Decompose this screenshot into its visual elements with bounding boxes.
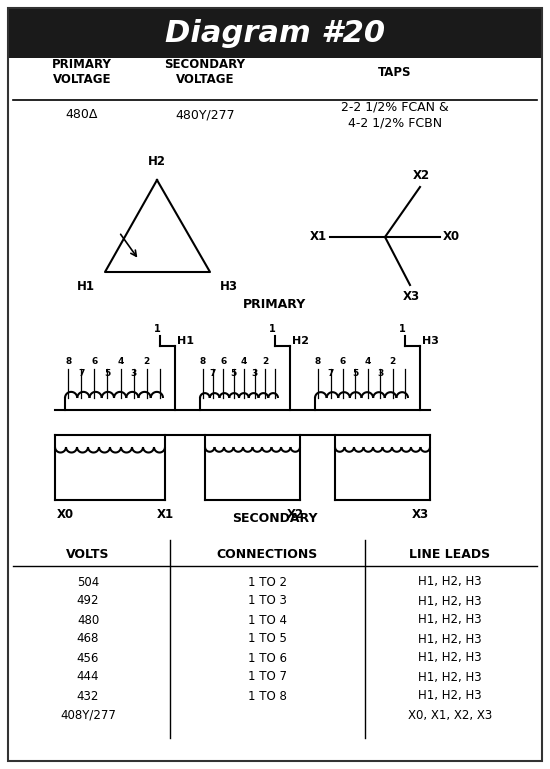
Text: X2: X2 xyxy=(412,169,430,182)
Text: 5: 5 xyxy=(352,369,359,378)
Text: 1: 1 xyxy=(153,324,161,334)
Text: 1 TO 7: 1 TO 7 xyxy=(248,671,287,684)
Text: X0: X0 xyxy=(57,508,74,521)
Text: 7: 7 xyxy=(78,369,85,378)
Text: 1: 1 xyxy=(399,324,405,334)
Text: X0, X1, X2, X3: X0, X1, X2, X3 xyxy=(408,708,492,721)
Text: 1 TO 8: 1 TO 8 xyxy=(248,690,287,703)
Text: H1, H2, H3: H1, H2, H3 xyxy=(418,594,482,608)
Text: 1 TO 6: 1 TO 6 xyxy=(248,651,287,664)
Text: Diagram #20: Diagram #20 xyxy=(165,18,385,48)
Text: 2: 2 xyxy=(389,357,395,366)
Text: H1: H1 xyxy=(77,280,95,293)
Text: TAPS: TAPS xyxy=(378,65,412,78)
Text: H1, H2, H3: H1, H2, H3 xyxy=(418,575,482,588)
Text: H2: H2 xyxy=(292,336,309,346)
Text: 7: 7 xyxy=(210,369,216,378)
Text: 6: 6 xyxy=(220,357,227,366)
Bar xyxy=(8,8,542,58)
Text: 480: 480 xyxy=(77,614,99,627)
Text: 3: 3 xyxy=(377,369,383,378)
Text: 492: 492 xyxy=(77,594,99,608)
Text: VOLTS: VOLTS xyxy=(66,548,110,561)
Text: LINE LEADS: LINE LEADS xyxy=(409,548,491,561)
Text: 4: 4 xyxy=(117,357,124,366)
Text: X3: X3 xyxy=(411,508,428,521)
Text: 444: 444 xyxy=(77,671,99,684)
Text: 2: 2 xyxy=(144,357,150,366)
Text: H1, H2, H3: H1, H2, H3 xyxy=(418,651,482,664)
Text: 504: 504 xyxy=(77,575,99,588)
Text: X1: X1 xyxy=(310,231,327,244)
Text: 7: 7 xyxy=(327,369,334,378)
Text: 2-2 1/2% FCAN &
4-2 1/2% FCBN: 2-2 1/2% FCAN & 4-2 1/2% FCBN xyxy=(341,101,449,129)
Text: 1 TO 3: 1 TO 3 xyxy=(248,594,287,608)
Text: 8: 8 xyxy=(315,357,321,366)
Text: 1 TO 5: 1 TO 5 xyxy=(248,632,287,645)
Text: 480Δ: 480Δ xyxy=(66,108,98,122)
Text: 6: 6 xyxy=(340,357,346,366)
Text: CONNECTIONS: CONNECTIONS xyxy=(216,548,318,561)
Text: H2: H2 xyxy=(148,155,166,168)
Text: 5: 5 xyxy=(104,369,111,378)
Text: 1: 1 xyxy=(268,324,276,334)
Text: 6: 6 xyxy=(91,357,97,366)
Text: 480Y/277: 480Y/277 xyxy=(175,108,235,122)
Text: X2: X2 xyxy=(287,508,304,521)
Text: PRIMARY
VOLTAGE: PRIMARY VOLTAGE xyxy=(52,58,112,86)
Text: 5: 5 xyxy=(230,369,237,378)
Text: PRIMARY: PRIMARY xyxy=(243,298,307,311)
Text: 8: 8 xyxy=(65,357,72,366)
Text: 1 TO 4: 1 TO 4 xyxy=(248,614,287,627)
Text: 408Y/277: 408Y/277 xyxy=(60,708,116,721)
Text: 3: 3 xyxy=(130,369,137,378)
Text: 432: 432 xyxy=(77,690,99,703)
Text: 4: 4 xyxy=(241,357,248,366)
Text: X1: X1 xyxy=(156,508,174,521)
Text: 2: 2 xyxy=(262,357,268,366)
Text: 4: 4 xyxy=(365,357,371,366)
Text: 8: 8 xyxy=(200,357,206,366)
Text: X0: X0 xyxy=(443,231,460,244)
Text: H1, H2, H3: H1, H2, H3 xyxy=(418,690,482,703)
Text: 468: 468 xyxy=(77,632,99,645)
Text: X3: X3 xyxy=(403,290,420,303)
Text: 3: 3 xyxy=(251,369,258,378)
Text: H1, H2, H3: H1, H2, H3 xyxy=(418,671,482,684)
Text: H1: H1 xyxy=(177,336,194,346)
Text: H3: H3 xyxy=(220,280,238,293)
Text: SECONDARY: SECONDARY xyxy=(232,511,318,524)
Text: H1, H2, H3: H1, H2, H3 xyxy=(418,632,482,645)
Text: SECONDARY
VOLTAGE: SECONDARY VOLTAGE xyxy=(164,58,245,86)
Text: H3: H3 xyxy=(422,336,439,346)
Text: H1, H2, H3: H1, H2, H3 xyxy=(418,614,482,627)
Text: 1 TO 2: 1 TO 2 xyxy=(248,575,287,588)
Text: 456: 456 xyxy=(77,651,99,664)
